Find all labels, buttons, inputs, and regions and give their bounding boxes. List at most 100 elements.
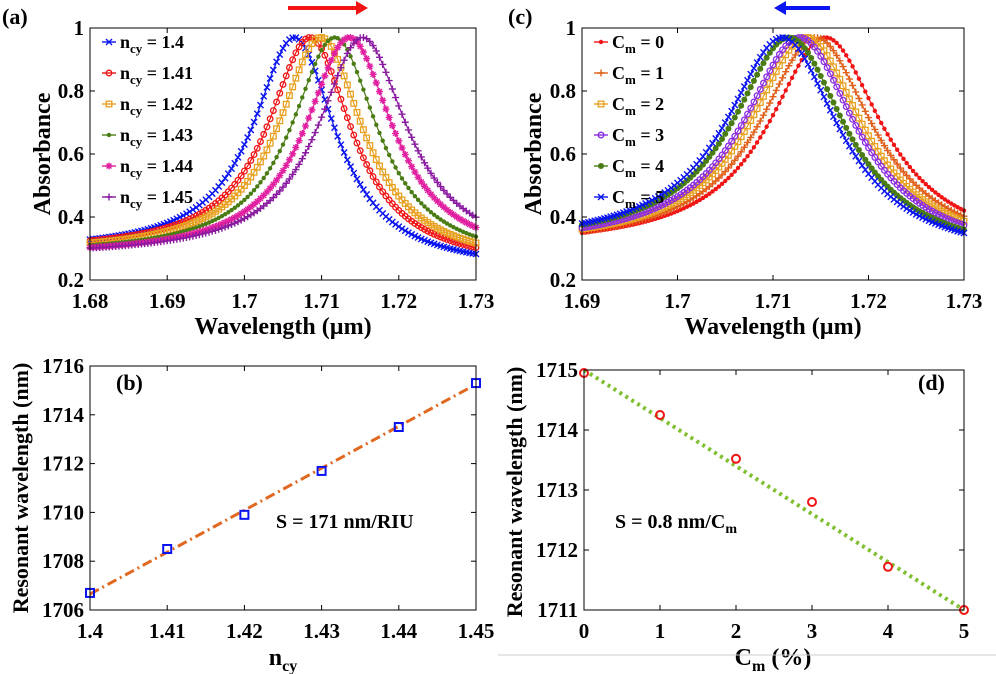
series-marker xyxy=(290,120,295,125)
series-marker xyxy=(740,143,748,151)
series-marker xyxy=(388,85,396,93)
series-marker xyxy=(917,175,922,181)
series-marker xyxy=(430,174,438,182)
series-marker xyxy=(253,110,261,118)
series-marker xyxy=(234,212,242,220)
series-marker xyxy=(808,55,815,62)
series-marker xyxy=(377,130,382,136)
series-marker xyxy=(737,89,745,97)
series-marker xyxy=(105,100,113,108)
series-marker xyxy=(820,93,828,101)
series-marker xyxy=(359,34,367,42)
series-marker xyxy=(724,113,732,121)
panel-label-c: (c) xyxy=(508,4,532,29)
series-marker xyxy=(401,151,409,159)
series-marker xyxy=(382,68,390,76)
series-marker xyxy=(855,147,862,154)
series-marker xyxy=(380,138,385,143)
series-marker xyxy=(823,100,831,108)
series-marker xyxy=(894,147,900,152)
data-point xyxy=(393,422,404,432)
series-marker xyxy=(709,139,717,147)
series-marker xyxy=(327,115,335,123)
series-marker xyxy=(469,222,477,230)
series-marker xyxy=(237,147,245,155)
series-marker xyxy=(302,122,310,130)
series-marker xyxy=(370,114,376,119)
y-tick-label: 1708 xyxy=(42,549,84,573)
series-marker xyxy=(843,124,850,131)
y-tick-label: 0.2 xyxy=(58,268,84,292)
series-marker xyxy=(750,98,758,106)
series-marker xyxy=(353,139,361,147)
series-marker xyxy=(694,199,699,204)
legend-item: ncy = 1.43 xyxy=(102,125,193,149)
series-marker xyxy=(788,56,796,64)
series-marker xyxy=(234,218,242,226)
series-marker xyxy=(260,191,268,199)
y-axis-label-b: Resonant wavelength (nm) xyxy=(8,363,33,614)
series-marker xyxy=(801,45,808,52)
series-marker xyxy=(744,76,752,84)
series-marker xyxy=(724,164,732,172)
series-marker xyxy=(356,147,364,155)
series-marker xyxy=(852,121,860,129)
series-marker xyxy=(861,107,869,115)
series-marker xyxy=(256,101,264,109)
series-marker xyxy=(289,56,297,64)
x-tick-label: 1.69 xyxy=(149,289,186,313)
series-marker xyxy=(433,197,441,205)
data-point xyxy=(807,497,817,507)
series-marker xyxy=(322,42,328,48)
y-tick-label: 0.4 xyxy=(550,205,577,229)
series-marker xyxy=(393,165,398,170)
series-marker xyxy=(409,190,414,195)
series-marker xyxy=(820,58,828,66)
series-marker xyxy=(266,115,274,123)
x-tick-label: 1.72 xyxy=(380,289,417,313)
series-marker xyxy=(350,169,358,177)
legend: Cm = 0 Cm = 1 Cm = 2 Cm = 3 Cm = 4 Cm = 5 xyxy=(594,32,664,211)
series-marker xyxy=(833,51,841,59)
series-marker xyxy=(715,129,723,137)
series-marker xyxy=(325,38,331,44)
x-tick-label: 0 xyxy=(579,619,590,643)
series-marker xyxy=(728,160,736,168)
y-tick-label: 1712 xyxy=(42,452,84,476)
legend-label: Cm = 2 xyxy=(612,94,664,118)
series-marker xyxy=(858,101,866,109)
series-marker xyxy=(224,170,232,178)
series-marker xyxy=(258,180,263,185)
series-marker xyxy=(363,134,371,142)
series-marker xyxy=(279,109,287,117)
series-marker xyxy=(823,64,831,72)
series-marker xyxy=(408,163,416,171)
series-marker xyxy=(369,42,377,50)
series-marker xyxy=(725,125,732,132)
series-marker xyxy=(403,181,408,186)
series-marker xyxy=(750,64,758,72)
series-marker xyxy=(462,219,470,227)
series-marker xyxy=(266,184,274,192)
series-marker xyxy=(221,218,229,226)
series-marker xyxy=(105,38,113,46)
series-marker xyxy=(715,140,722,147)
data-point xyxy=(162,544,173,554)
series-marker xyxy=(757,65,764,72)
series-marker xyxy=(276,89,284,97)
series-marker xyxy=(284,135,289,140)
series-marker xyxy=(244,162,252,170)
series-marker xyxy=(293,112,299,117)
series-marker xyxy=(728,107,736,115)
series-marker xyxy=(183,210,190,218)
series-marker xyxy=(845,142,853,150)
series-marker xyxy=(869,102,874,107)
series-marker xyxy=(763,105,771,113)
series-marker xyxy=(292,49,300,57)
series-marker xyxy=(282,179,290,187)
legend-item: Cm = 2 xyxy=(594,94,664,118)
series-marker xyxy=(836,89,844,97)
series-marker xyxy=(789,75,795,80)
series-marker xyxy=(208,227,216,235)
series-marker xyxy=(868,120,876,128)
